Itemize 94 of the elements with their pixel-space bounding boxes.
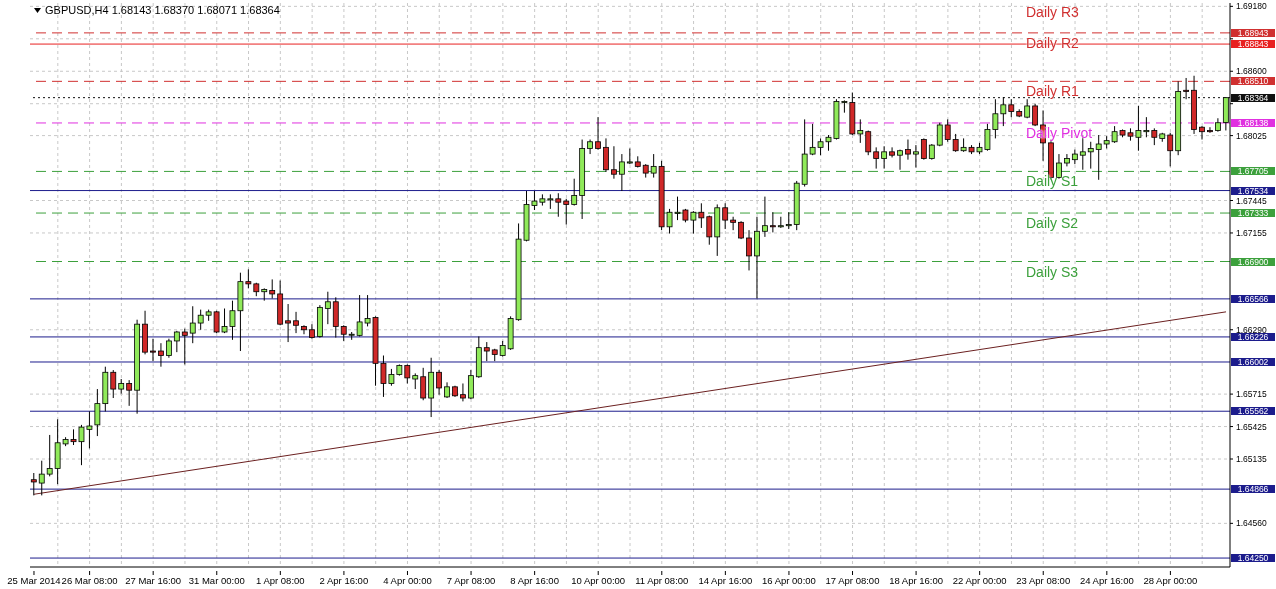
y-tick-label: 1.65425 (1236, 421, 1267, 432)
text: 1.66900 (1231, 256, 1275, 267)
y-tick-label: 1.68600 (1236, 66, 1267, 77)
candlestick (110, 369, 117, 399)
text: 1.68843 (1231, 39, 1275, 50)
candlestick (865, 130, 872, 156)
candlestick (722, 202, 729, 230)
text: 1.67705 (1231, 166, 1275, 177)
y-tick-label: 1.64560 (1236, 518, 1267, 529)
ref-line-label: Daily S2 (1026, 215, 1079, 232)
candlestick (483, 341, 490, 362)
y-tick-label: 1.69180 (1236, 1, 1267, 12)
x-tick-label: 26 Mar 08:00 (61, 575, 118, 586)
y-tick-label: 1.67445 (1236, 195, 1267, 206)
candlestick (873, 146, 880, 170)
candlestick (420, 367, 427, 401)
x-tick-label: 22 Apr 00:00 (952, 575, 1007, 586)
candlestick (467, 369, 474, 400)
candlestick (611, 145, 617, 180)
text: 1.68510 (1231, 76, 1275, 87)
y-tick-label: 1.67155 (1236, 227, 1267, 238)
candlestick (563, 198, 570, 226)
y-tick-label: 1.65715 (1236, 389, 1267, 400)
candlestick (746, 229, 752, 271)
x-tick-label: 4 Apr 00:00 (383, 575, 432, 586)
candlestick (603, 137, 609, 173)
candlestick (293, 311, 299, 334)
candlestick (1056, 153, 1062, 180)
ref-line-label: Daily S3 (1026, 263, 1079, 280)
x-tick-label: 1 Apr 08:00 (256, 575, 305, 586)
candlestick (126, 379, 133, 407)
candlestick (150, 338, 156, 362)
candlestick (1064, 153, 1070, 167)
x-tick-label: 23 Apr 08:00 (1016, 575, 1071, 586)
candlestick (181, 328, 188, 365)
chart-title: GBPUSD,H4 1.68143 1.68370 1.68071 1.68364 (45, 4, 280, 16)
x-tick-label: 14 Apr 16:00 (698, 575, 753, 586)
x-tick-label: 17 Apr 08:00 (825, 575, 880, 586)
candlestick (1071, 149, 1078, 165)
x-tick-label: 11 Apr 08:00 (635, 575, 689, 586)
candlestick (595, 116, 601, 151)
x-tick-label: 8 Apr 16:00 (510, 575, 559, 586)
text: 1.67534 (1231, 185, 1275, 196)
text: 1.65562 (1231, 406, 1275, 417)
candlestick (920, 137, 927, 161)
candlestick (889, 146, 895, 158)
candlestick (285, 303, 291, 343)
x-tick-label: 10 Apr 00:00 (571, 575, 626, 586)
candlestick (1207, 126, 1213, 134)
x-tick-label: 18 Apr 16:00 (889, 575, 944, 586)
text: 1.64866 (1231, 484, 1275, 495)
candlestick (571, 178, 578, 207)
text: 1.68138 (1231, 117, 1275, 128)
x-tick-label: 7 Apr 08:00 (446, 575, 496, 586)
text: 1.64250 (1231, 553, 1275, 564)
candlestick (301, 324, 307, 335)
candlestick (158, 342, 164, 368)
candlestick (1199, 125, 1205, 141)
text: 1.66566 (1231, 293, 1275, 304)
x-tick-label: 31 Mar 00:00 (188, 575, 245, 586)
candlestick (857, 118, 864, 144)
candlestick (769, 211, 776, 233)
annotation: Daily R3 (1026, 4, 1079, 20)
candlestick (324, 291, 331, 325)
candlestick (460, 382, 466, 402)
text: 1.66002 (1231, 356, 1275, 367)
candlestick (618, 153, 625, 192)
candlestick (269, 278, 276, 299)
y-tick-label: 1.65135 (1236, 454, 1267, 465)
x-tick-label: 24 Apr 16:00 (1079, 575, 1134, 586)
candlestick (1167, 132, 1174, 167)
candlestick (881, 145, 888, 170)
candlestick (762, 196, 768, 238)
ref-line-label: Daily S1 (1026, 173, 1079, 190)
candlestick (165, 338, 172, 359)
candlestick (913, 144, 919, 168)
x-tick-label: 28 Apr 00:00 (1143, 575, 1198, 586)
ref-line-label: Daily R1 (1026, 83, 1079, 100)
x-tick-label: 27 Mar 16:00 (125, 575, 182, 586)
x-tick-label: 2 Apr 16:00 (319, 575, 369, 586)
candlestick (189, 305, 196, 344)
candlestick (38, 460, 45, 496)
text: 1.68943 (1231, 27, 1275, 38)
candlestick (706, 215, 713, 246)
x-tick-label: 25 Mar 2014 (7, 575, 61, 586)
candlestick (30, 472, 37, 496)
y-tick-label: 1.68025 (1236, 130, 1267, 141)
x-tick-label: 16 Apr 00:00 (762, 575, 816, 586)
candlestick (436, 369, 442, 396)
candlestick (1087, 141, 1094, 170)
candlestick (730, 216, 737, 231)
candlestick (905, 139, 911, 161)
text: 1.67333 (1231, 208, 1275, 219)
text: 1.68364 (1231, 92, 1275, 103)
